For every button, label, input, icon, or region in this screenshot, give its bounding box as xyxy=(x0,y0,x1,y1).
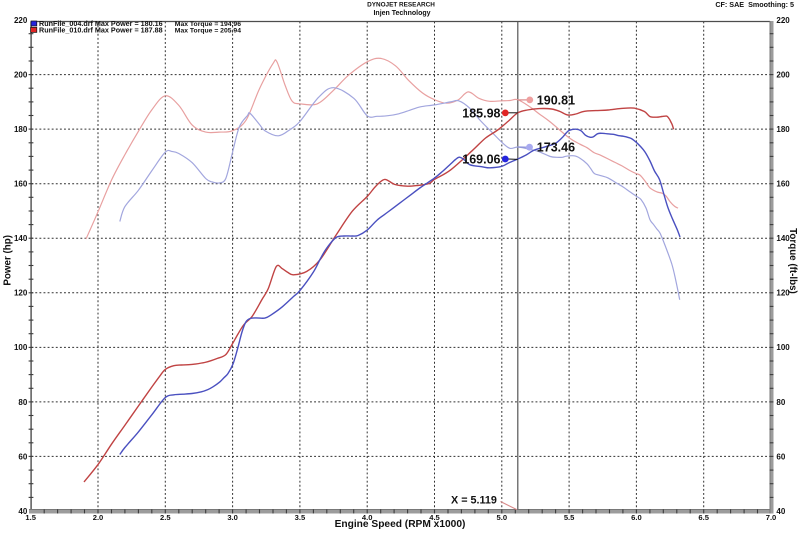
svg-text:120: 120 xyxy=(14,289,28,298)
svg-text:80: 80 xyxy=(18,398,27,407)
svg-text:Max Torque = 205.94: Max Torque = 205.94 xyxy=(175,27,241,34)
svg-text:Power (hp): Power (hp) xyxy=(3,235,14,286)
svg-text:1.5: 1.5 xyxy=(25,513,36,522)
svg-text:2.0: 2.0 xyxy=(93,513,104,522)
svg-text:X = 5.119: X = 5.119 xyxy=(451,495,497,507)
svg-text:5.0: 5.0 xyxy=(497,513,508,522)
svg-text:DYNOJET RESEARCH: DYNOJET RESEARCH xyxy=(367,1,435,8)
svg-text:140: 140 xyxy=(14,234,28,243)
svg-text:Injen Technology: Injen Technology xyxy=(373,10,430,17)
svg-text:60: 60 xyxy=(776,452,785,461)
svg-text:173.46: 173.46 xyxy=(537,141,575,155)
svg-text:CF: SAE Smoothing: 5: CF: SAE Smoothing: 5 xyxy=(715,0,794,9)
svg-text:100: 100 xyxy=(776,343,790,352)
svg-text:160: 160 xyxy=(776,180,790,189)
svg-text:3.0: 3.0 xyxy=(227,513,238,522)
svg-text:220: 220 xyxy=(776,16,790,25)
svg-text:169.06: 169.06 xyxy=(462,153,500,167)
svg-text:5.5: 5.5 xyxy=(564,513,575,522)
svg-text:185.98: 185.98 xyxy=(462,106,500,120)
svg-text:Engine Speed (RPM x1000): Engine Speed (RPM x1000) xyxy=(335,519,466,530)
svg-text:2.5: 2.5 xyxy=(160,513,171,522)
svg-text:40: 40 xyxy=(776,507,785,516)
svg-text:RunFile_010.drf Max Power = 18: RunFile_010.drf Max Power = 187.88 xyxy=(39,25,163,34)
svg-text:60: 60 xyxy=(18,452,27,461)
svg-text:180: 180 xyxy=(776,125,790,134)
svg-text:160: 160 xyxy=(14,180,28,189)
svg-text:6.0: 6.0 xyxy=(631,513,642,522)
svg-text:100: 100 xyxy=(14,343,28,352)
svg-text:200: 200 xyxy=(14,71,28,80)
svg-text:220: 220 xyxy=(14,16,28,25)
svg-text:6.5: 6.5 xyxy=(698,513,709,522)
svg-text:3.5: 3.5 xyxy=(295,513,306,522)
svg-text:180: 180 xyxy=(14,125,28,134)
svg-text:7.0: 7.0 xyxy=(766,513,777,522)
svg-text:Torque (ft-lbs): Torque (ft-lbs) xyxy=(787,228,798,294)
svg-text:80: 80 xyxy=(776,398,785,407)
svg-text:200: 200 xyxy=(776,71,790,80)
svg-text:190.81: 190.81 xyxy=(537,93,575,107)
